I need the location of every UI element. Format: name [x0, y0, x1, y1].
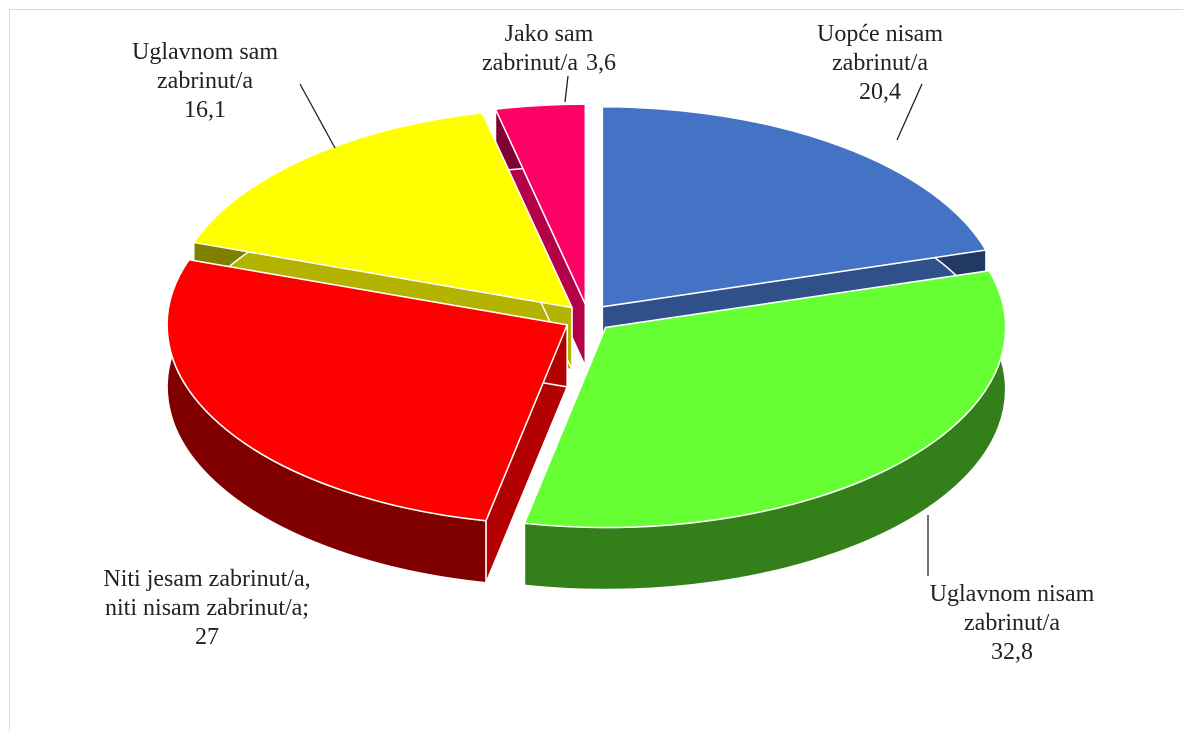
slice — [494, 103, 587, 305]
value-label: 32,8 — [991, 639, 1033, 665]
value-label: 20,4 — [859, 79, 901, 105]
data-label: Uopće nisam zabrinut/a 20,4 — [790, 20, 970, 107]
slice — [192, 111, 574, 309]
category-label: Uopće nisam zabrinut/a — [817, 21, 943, 76]
data-label: Uglavnom nisam zabrinut/a 32,8 — [897, 580, 1127, 667]
value-label: 27 — [195, 624, 219, 650]
data-label-text: Niti jesam zabrinut/a, niti nisam zabrin… — [87, 565, 327, 652]
slice — [166, 258, 569, 522]
leader-line — [299, 83, 336, 149]
data-label-text: Uopće nisam zabrinut/a 20,4 — [790, 20, 970, 107]
category-label: Uglavnom nisam zabrinut/a — [929, 581, 1095, 636]
category-label: Niti jesam zabrinut/a, niti nisam zabrin… — [103, 566, 311, 621]
category-label: Jako sam zabrinut/a — [482, 21, 594, 76]
leader-line — [896, 83, 923, 141]
slice — [523, 269, 1007, 529]
slice — [166, 257, 569, 584]
data-label-text: Uglavnom nisam zabrinut/a 32,8 — [897, 580, 1127, 667]
data-label: Jako sam zabrinut/a 3,6 — [474, 20, 624, 78]
data-label: Niti jesam zabrinut/a, niti nisam zabrin… — [87, 565, 327, 652]
value-label: 16,1 — [184, 97, 226, 123]
chart-frame — [9, 9, 1183, 731]
category-label: Uglavnom sam zabrinut/a — [132, 39, 278, 94]
data-label-text: Jako sam zabrinut/a 3,6 — [474, 20, 624, 78]
data-label: Uglavnom sam zabrinut/a 16,1 — [105, 38, 305, 125]
data-label-text: Uglavnom sam zabrinut/a 16,1 — [105, 38, 305, 125]
slice — [601, 106, 988, 308]
value-label: 3,6 — [585, 50, 616, 76]
leader-line — [564, 75, 569, 103]
slice — [523, 267, 1007, 591]
